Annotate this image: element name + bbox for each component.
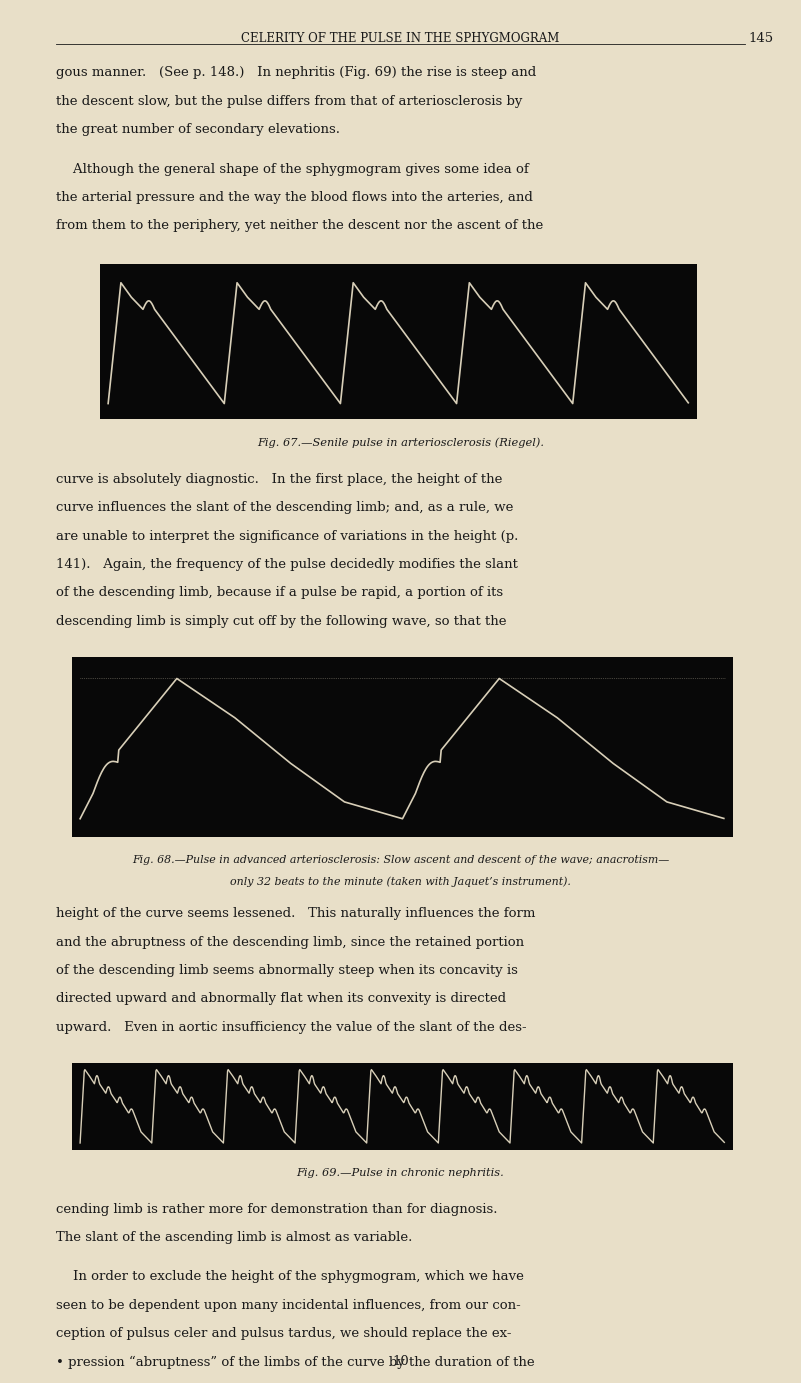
Text: of the descending limb seems abnormally steep when its concavity is: of the descending limb seems abnormally … [56, 964, 518, 976]
Text: upward.   Even in aortic insufficiency the value of the slant of the des-: upward. Even in aortic insufficiency the… [56, 1021, 527, 1033]
FancyBboxPatch shape [72, 657, 733, 837]
Text: from them to the periphery, yet neither the descent nor the ascent of the: from them to the periphery, yet neither … [56, 219, 543, 232]
Text: 145: 145 [749, 32, 774, 44]
Text: the descent slow, but the pulse differs from that of arteriosclerosis by: the descent slow, but the pulse differs … [56, 94, 522, 108]
Text: Fig. 69.—Pulse in chronic nephritis.: Fig. 69.—Pulse in chronic nephritis. [296, 1167, 505, 1178]
Text: of the descending limb, because if a pulse be rapid, a portion of its: of the descending limb, because if a pul… [56, 586, 503, 599]
Text: The slant of the ascending limb is almost as variable.: The slant of the ascending limb is almos… [56, 1231, 413, 1243]
Text: 141).   Again, the frequency of the pulse decidedly modifies the slant: 141). Again, the frequency of the pulse … [56, 557, 518, 571]
FancyBboxPatch shape [100, 264, 697, 419]
Text: descending limb is simply cut off by the following wave, so that the: descending limb is simply cut off by the… [56, 614, 506, 628]
Text: height of the curve seems lessened.   This naturally influences the form: height of the curve seems lessened. This… [56, 907, 535, 920]
Text: curve influences the slant of the descending limb; and, as a rule, we: curve influences the slant of the descen… [56, 501, 513, 514]
Text: Although the general shape of the sphygmogram gives some idea of: Although the general shape of the sphygm… [56, 162, 529, 176]
Text: and the abruptness of the descending limb, since the retained portion: and the abruptness of the descending lim… [56, 935, 524, 949]
Text: are unable to interpret the significance of variations in the height (p.: are unable to interpret the significance… [56, 530, 518, 542]
Text: Fig. 68.—Pulse in advanced arteriosclerosis: Slow ascent and descent of the wave: Fig. 68.—Pulse in advanced arteriosclero… [132, 855, 669, 864]
Text: the great number of secondary elevations.: the great number of secondary elevations… [56, 123, 340, 136]
Text: • pression “abruptness” of the limbs of the curve by the duration of the: • pression “abruptness” of the limbs of … [56, 1355, 535, 1369]
Text: 10: 10 [392, 1355, 409, 1368]
Text: In order to exclude the height of the sphygmogram, which we have: In order to exclude the height of the sp… [56, 1270, 524, 1283]
Text: ception of pulsus celer and pulsus tardus, we should replace the ex-: ception of pulsus celer and pulsus tardu… [56, 1326, 512, 1340]
Text: directed upward and abnormally flat when its convexity is directed: directed upward and abnormally flat when… [56, 992, 506, 1005]
FancyBboxPatch shape [72, 1062, 733, 1149]
Text: only 32 beats to the minute (taken with Jaquet’s instrument).: only 32 beats to the minute (taken with … [230, 877, 571, 888]
Text: seen to be dependent upon many incidental influences, from our con-: seen to be dependent upon many incidenta… [56, 1299, 521, 1311]
Text: cending limb is rather more for demonstration than for diagnosis.: cending limb is rather more for demonstr… [56, 1202, 497, 1216]
Text: the arterial pressure and the way the blood flows into the arteries, and: the arterial pressure and the way the bl… [56, 191, 533, 203]
Text: CELERITY OF THE PULSE IN THE SPHYGMOGRAM: CELERITY OF THE PULSE IN THE SPHYGMOGRAM [241, 32, 560, 44]
Text: Fig. 67.—Senile pulse in arteriosclerosis (Riegel).: Fig. 67.—Senile pulse in arteriosclerosi… [257, 437, 544, 448]
Text: curve is absolutely diagnostic.   In the first place, the height of the: curve is absolutely diagnostic. In the f… [56, 473, 502, 485]
Text: gous manner.   (See p. 148.)   In nephritis (Fig. 69) the rise is steep and: gous manner. (See p. 148.) In nephritis … [56, 66, 537, 79]
